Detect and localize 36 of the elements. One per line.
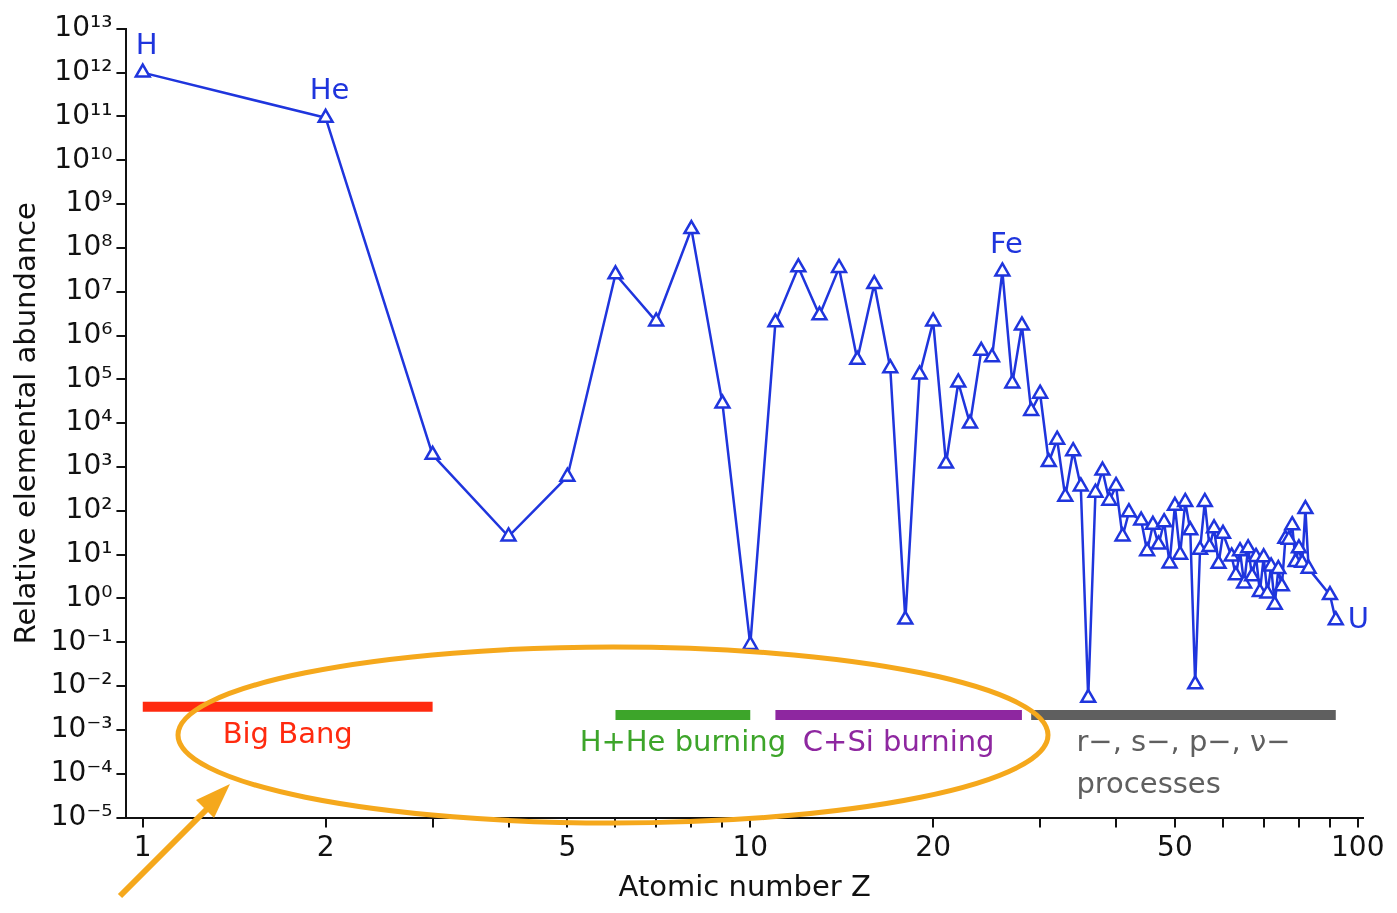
series-label: Big Bang — [222, 715, 353, 750]
annotation: Fe — [989, 225, 1023, 260]
y-tick-label: 10⁰ — [65, 579, 113, 613]
y-tick-label: 10⁷ — [65, 273, 113, 307]
y-tick-label: 10⁻¹ — [50, 623, 113, 657]
y-tick-label: 10⁴ — [65, 404, 113, 438]
y-axis-title: Relative elemental abundance — [7, 202, 42, 645]
y-tick-label: 10¹ — [65, 535, 113, 569]
y-tick-label: 10⁹ — [65, 185, 113, 219]
x-tick-label: 5 — [558, 829, 577, 863]
series-label: r−, s−, p−, ν− processes — [1076, 723, 1291, 800]
y-tick-label: 10¹⁰ — [54, 141, 113, 175]
y-tick-label: 10⁻⁵ — [50, 798, 113, 832]
y-tick-label: 10⁵ — [65, 360, 113, 394]
series-label: H+He burning — [579, 723, 787, 758]
x-axis-title: Atomic number Z — [618, 869, 871, 904]
annotation: U — [1347, 600, 1370, 635]
series-label: C+Si burning — [802, 723, 995, 758]
x-tick-label: 10 — [732, 829, 769, 863]
y-tick-label: 10¹³ — [54, 10, 113, 44]
y-tick-label: 10³ — [65, 448, 113, 482]
y-tick-label: 10⁸ — [65, 229, 113, 263]
x-tick-label: 2 — [316, 829, 335, 863]
y-tick-label: 10⁶ — [65, 316, 113, 350]
y-tick-label: 10⁻² — [50, 667, 113, 701]
y-tick-label: 10¹² — [54, 53, 113, 87]
x-tick-label: 100 — [1331, 829, 1385, 863]
y-tick-label: 10² — [65, 492, 113, 526]
x-tick-label: 50 — [1157, 829, 1193, 863]
y-tick-label: 10¹¹ — [54, 97, 113, 131]
annotation: He — [309, 71, 350, 106]
annotation: H — [135, 26, 158, 61]
y-tick-label: 10⁻³ — [50, 711, 113, 745]
x-tick-label: 20 — [915, 829, 951, 863]
y-tick-label: 10⁻⁴ — [50, 755, 113, 789]
x-tick-label: 1 — [133, 829, 152, 863]
